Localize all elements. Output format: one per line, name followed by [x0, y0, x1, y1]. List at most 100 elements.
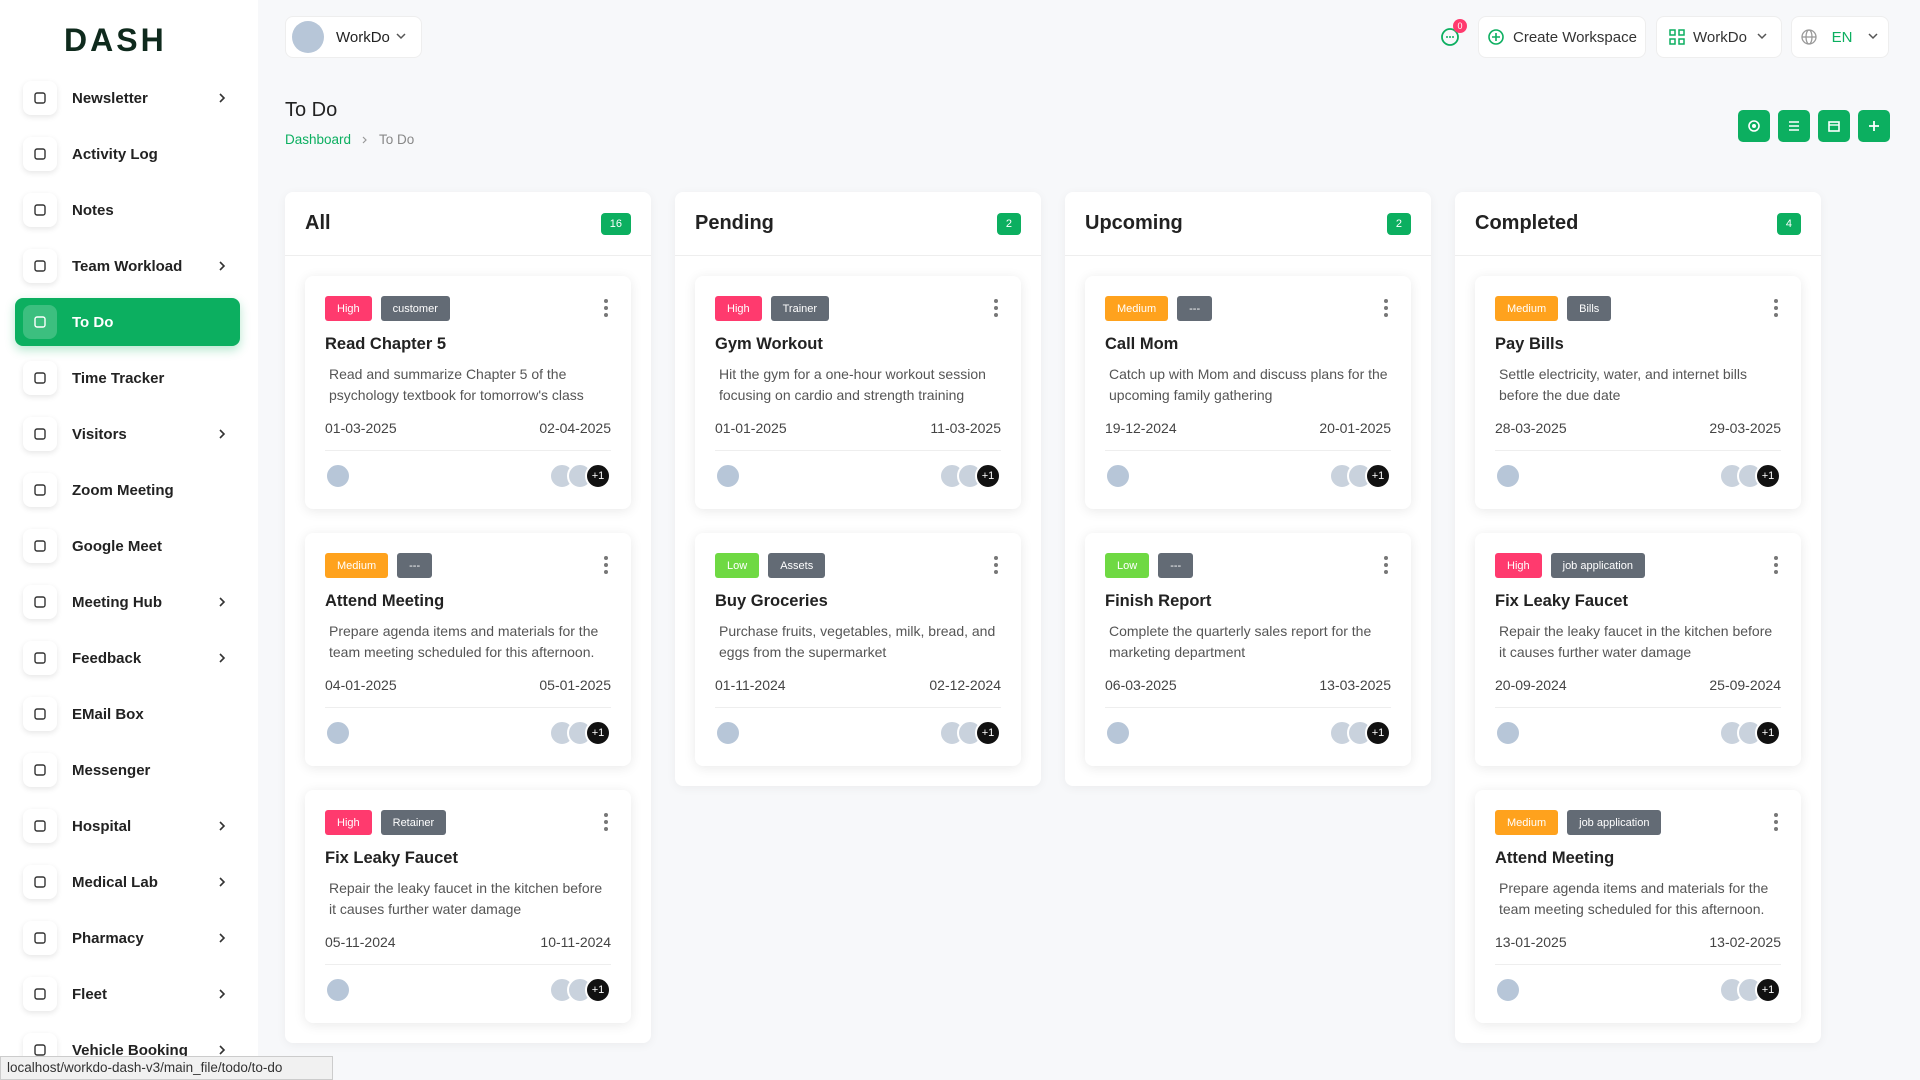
task-card[interactable]: Medium --- Attend Meeting Prepare agenda it…	[305, 533, 631, 766]
nav-item[interactable]: Meeting Hub	[15, 578, 240, 626]
nav-item[interactable]: Notes	[15, 186, 240, 234]
column-header: Upcoming 2	[1065, 192, 1431, 256]
nav-icon	[23, 305, 57, 339]
nav-item[interactable]: EMail Box	[15, 690, 240, 738]
workspace-menu[interactable]: WorkDo	[1656, 16, 1782, 58]
card-menu[interactable]	[1773, 556, 1779, 574]
card-menu[interactable]	[603, 813, 609, 831]
nav-icon	[23, 529, 57, 563]
card-menu[interactable]	[603, 299, 609, 317]
owner-avatar	[1495, 720, 1521, 746]
nav-item[interactable]: Visitors	[15, 410, 240, 458]
list-view-button[interactable]	[1778, 110, 1810, 142]
end-date: 13-02-2025	[1709, 934, 1781, 950]
calendar-button[interactable]	[1818, 110, 1850, 142]
task-card[interactable]: Low Assets Buy Groceries Purchase fruits, v…	[695, 533, 1021, 766]
task-card[interactable]: High job application Fix Leaky Faucet Repai…	[1475, 533, 1801, 766]
column-header: All 16	[285, 192, 651, 256]
nav-item[interactable]: Feedback	[15, 634, 240, 682]
submenu-chevron	[219, 653, 226, 663]
nav-item[interactable]: Medical Lab	[15, 858, 240, 906]
end-date: 25-09-2024	[1709, 677, 1781, 693]
column-name: Upcoming	[1085, 212, 1183, 234]
card-people: +1	[1495, 463, 1781, 489]
nav-item[interactable]: Time Tracker	[15, 354, 240, 402]
task-card[interactable]: Medium Bills Pay Bills Settle electricity, …	[1475, 276, 1801, 509]
nav-icon	[23, 865, 57, 899]
language-menu[interactable]: EN	[1791, 16, 1889, 58]
column: Upcoming 2 Medium --- Call Mom Catch up with …	[1065, 192, 1431, 786]
card-title: Read Chapter 5	[325, 335, 447, 353]
submenu-chevron	[219, 989, 226, 999]
priority-badge: Medium	[1105, 296, 1169, 321]
card-menu[interactable]	[993, 299, 999, 317]
task-card[interactable]: Low --- Finish Report Complete the quarterl…	[1085, 533, 1411, 766]
card-menu[interactable]	[993, 556, 999, 574]
page-title: To Do	[285, 99, 338, 121]
nav-item[interactable]: Team Workload	[15, 242, 240, 290]
menu-dot	[994, 306, 998, 310]
nav-item[interactable]: Messenger	[15, 746, 240, 794]
menu-dot	[1774, 827, 1778, 831]
nav-label: Zoom Meeting	[72, 481, 174, 499]
card-description: Catch up with Mom and discuss plans for …	[1109, 366, 1388, 403]
badges: Medium ---	[1105, 296, 1391, 321]
menu-dot	[1774, 813, 1778, 817]
card-menu[interactable]	[1383, 556, 1389, 574]
card-list: Medium --- Call Mom Catch up with Mom and d…	[1065, 256, 1431, 786]
status-url: localhost/workdo-dash-v3/main_file/todo/…	[0, 1056, 333, 1080]
submenu-chevron	[219, 821, 226, 831]
card-dates: 04-01-2025 05-01-2025	[325, 677, 611, 708]
breadcrumb-link[interactable]: Dashboard	[285, 132, 352, 147]
nav-label: Activity Log	[72, 145, 158, 163]
end-date: 10-11-2024	[540, 934, 611, 950]
create-workspace-button[interactable]: Create Workspace	[1478, 16, 1646, 58]
nav-item[interactable]: Activity Log	[15, 130, 240, 178]
breadcrumb-current: To Do	[379, 132, 415, 147]
task-card[interactable]: High Retainer Fix Leaky Faucet Repair the l…	[305, 790, 631, 1023]
notification-count: 0	[1453, 19, 1467, 33]
nav-item[interactable]: Zoom Meeting	[15, 466, 240, 514]
badges: Low ---	[1105, 553, 1391, 578]
card-menu[interactable]	[1773, 299, 1779, 317]
workspace-switcher[interactable]: WorkDo	[285, 16, 422, 58]
nav-item[interactable]: Pharmacy	[15, 914, 240, 962]
task-card[interactable]: High customer Read Chapter 5 Read and summa…	[305, 276, 631, 509]
menu-dot	[604, 813, 608, 817]
badges: Medium ---	[325, 553, 611, 578]
card-description: Prepare agenda items and materials for t…	[329, 623, 599, 660]
card-menu[interactable]	[1383, 299, 1389, 317]
card-people: +1	[1495, 720, 1781, 746]
task-card[interactable]: Medium --- Call Mom Catch up with Mom and d…	[1085, 276, 1411, 509]
nav-icon-glyph	[34, 260, 46, 272]
card-description: Repair the leaky faucet in the kitchen b…	[1499, 623, 1773, 660]
start-date: 28-03-2025	[1495, 420, 1567, 436]
card-menu[interactable]	[603, 556, 609, 574]
more-assignees: +1	[975, 720, 1001, 746]
assignee-avatars: +1	[1719, 720, 1781, 746]
nav-label: Hospital	[72, 817, 132, 835]
badges: High Trainer	[715, 296, 1001, 321]
nav-item[interactable]: Google Meet	[15, 522, 240, 570]
assignee-avatars: +1	[549, 720, 611, 746]
add-button[interactable]	[1858, 110, 1890, 142]
dropdown-icon	[1868, 33, 1878, 40]
messages-button[interactable]: 0	[1431, 16, 1469, 58]
menu-dot	[1384, 313, 1388, 317]
nav-item[interactable]: To Do	[15, 298, 240, 346]
card-menu[interactable]	[1773, 813, 1779, 831]
settings-button[interactable]	[1738, 110, 1770, 142]
tag-badge: ---	[1177, 296, 1213, 321]
menu-dot	[1384, 306, 1388, 310]
nav-item[interactable]: Fleet	[15, 970, 240, 1018]
nav-item[interactable]: Hospital	[15, 802, 240, 850]
task-card[interactable]: High Trainer Gym Workout Hit the gym for a …	[695, 276, 1021, 509]
more-assignees: +1	[1755, 720, 1781, 746]
nav-item[interactable]: Newsletter	[15, 74, 240, 122]
chat-icon	[1441, 28, 1459, 46]
task-card[interactable]: Medium job application Attend Meeting Prepa…	[1475, 790, 1801, 1023]
workspace-menu-label: WorkDo	[1693, 28, 1747, 46]
more-assignees: +1	[585, 720, 611, 746]
card-title: Gym Workout	[715, 335, 823, 353]
